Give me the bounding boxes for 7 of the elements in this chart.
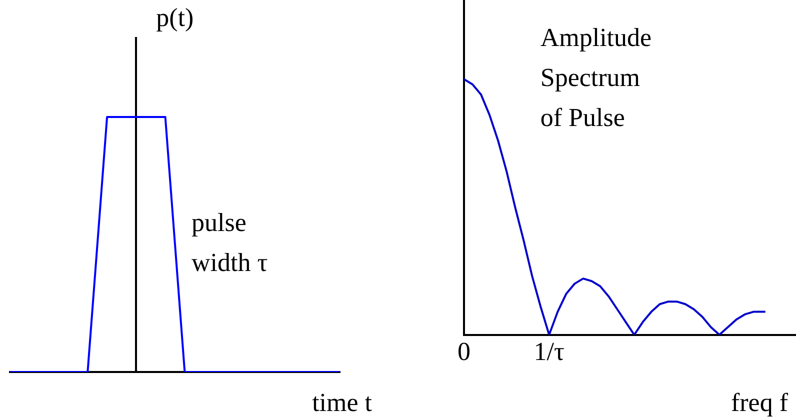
x-axis-title: freq f — [730, 388, 788, 417]
annotation: Amplitude Spectrum of Pulse — [540, 23, 652, 132]
x-tick-label: 1/τ — [534, 337, 564, 366]
y-axis-title: p(t) — [156, 3, 194, 32]
x-axis-title: time t — [312, 388, 373, 417]
x-tick-label: 0 — [458, 337, 470, 366]
annotation: pulse width τ — [192, 208, 268, 277]
